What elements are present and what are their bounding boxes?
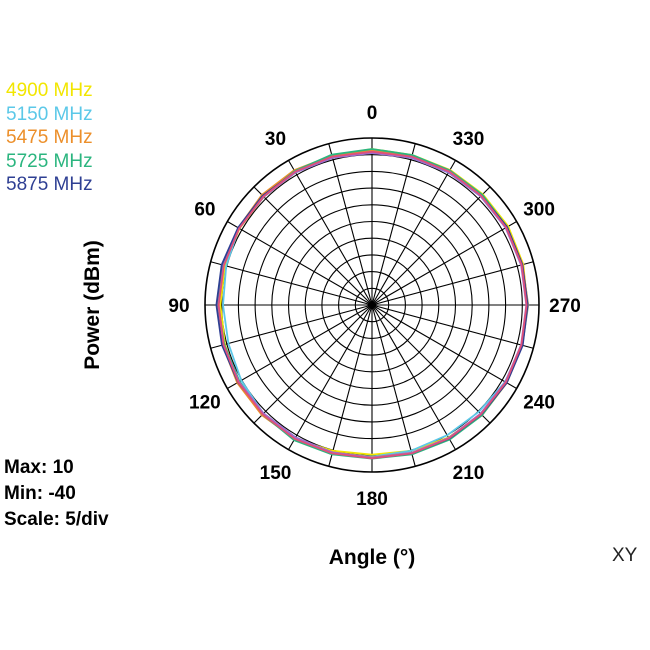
angle-tick-240: 240	[523, 393, 555, 414]
legend-entry: 5875 MHz	[6, 174, 93, 195]
angle-tick-60: 60	[194, 200, 215, 221]
max-label: Max: 10	[4, 457, 74, 478]
angle-tick-300: 300	[523, 200, 555, 221]
grid-spoke	[371, 143, 416, 306]
legend-entry: 4900 MHz	[6, 80, 93, 101]
grid-spoke	[371, 160, 456, 306]
grid-spoke	[371, 304, 416, 467]
series-line-6	[217, 150, 528, 460]
scale-label: Scale: 5/div	[4, 509, 109, 530]
grid-spoke	[227, 304, 373, 389]
legend-entry: 5475 MHz	[6, 127, 93, 148]
grid-spoke	[253, 304, 373, 424]
grid-spoke	[210, 304, 373, 349]
grid-spoke	[328, 143, 373, 306]
angle-tick-30: 30	[265, 129, 286, 150]
angle-tick-180: 180	[356, 489, 388, 510]
x-axis-label: Angle (°)	[329, 546, 416, 569]
min-label: Min: -40	[4, 483, 76, 504]
grid-spoke	[288, 304, 373, 450]
angle-tick-90: 90	[168, 296, 189, 317]
grid-spoke	[371, 221, 517, 306]
grid-spoke	[371, 186, 491, 306]
angle-tick-labels: 0 30 60 90 120 150 180 210 240 270 300 330	[168, 103, 580, 510]
grid-spoke	[371, 304, 491, 424]
angle-tick-270: 270	[549, 296, 581, 317]
polar-grid	[204, 137, 540, 473]
angle-tick-150: 150	[260, 463, 292, 484]
angle-tick-0: 0	[367, 103, 378, 124]
angle-tick-210: 210	[453, 463, 485, 484]
grid-spoke	[371, 261, 534, 306]
grid-spoke	[371, 304, 534, 349]
angle-tick-330: 330	[453, 129, 485, 150]
legend-entry: 5725 MHz	[6, 150, 93, 172]
grid-spoke	[328, 304, 373, 467]
grid-spoke	[227, 221, 373, 306]
y-axis-label: Power (dBm)	[81, 240, 104, 370]
grid-spoke	[371, 304, 517, 389]
grid-spoke	[371, 304, 456, 450]
grid-spoke	[253, 186, 373, 306]
scale-info: Max: 10 Min: -40 Scale: 5/div	[4, 455, 109, 533]
legend: 4900 MHz 5150 MHz 5475 MHz 5725 MHz 5875 MHz	[6, 79, 93, 197]
grid-spoke	[288, 160, 373, 306]
angle-tick-120: 120	[189, 393, 221, 414]
legend-entry: 5150 MHz	[6, 103, 93, 125]
grid-spoke	[210, 261, 373, 306]
plane-label: XY	[612, 545, 638, 566]
series-layer	[215, 148, 530, 460]
